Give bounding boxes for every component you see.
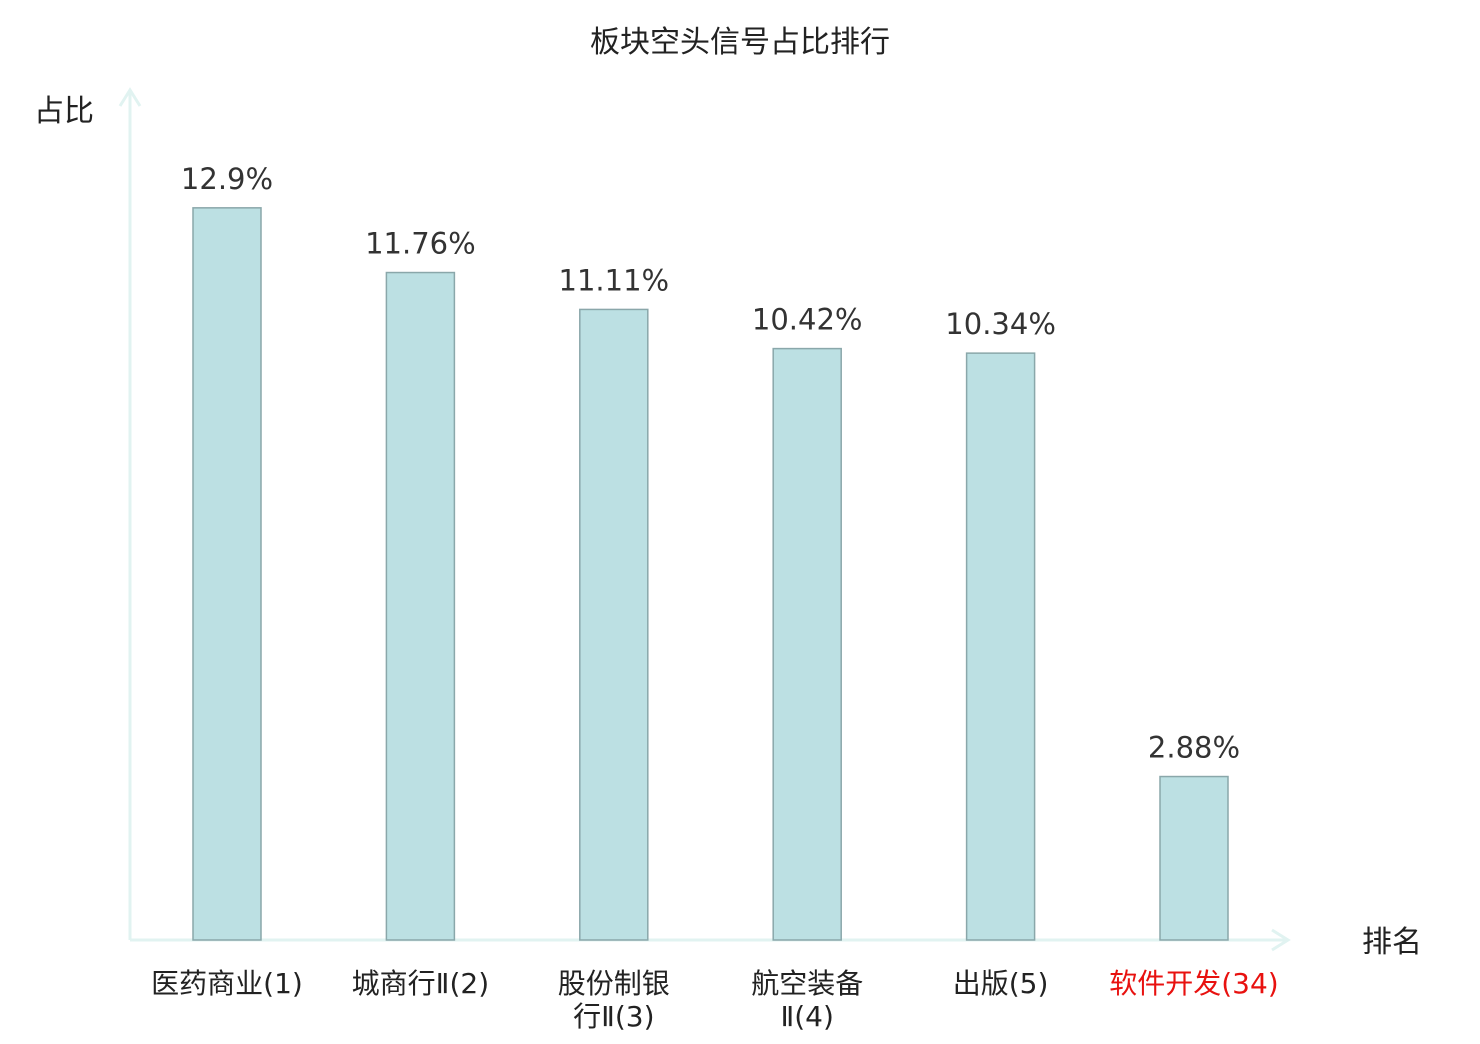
x-tick-label: Ⅱ(4) (780, 1000, 833, 1033)
x-tick-label: 软件开发(34) (1109, 967, 1278, 1000)
x-tick-label: 出版(5) (953, 967, 1049, 1000)
data-label: 11.11% (559, 263, 670, 297)
bar (385, 271, 456, 941)
y-axis-label: 占比 (34, 94, 94, 129)
data-label: 12.9% (181, 162, 273, 196)
bar (579, 308, 649, 941)
bar (1159, 775, 1229, 941)
data-label: 11.76% (365, 227, 476, 261)
data-label: 2.88% (1148, 731, 1240, 765)
value-labels: 12.9% 11.76% 11.11% 10.42% 10.34% 2.88% (181, 162, 1240, 765)
x-tick-label: 航空装备 (751, 967, 863, 1000)
x-axis-label: 排名 (1362, 925, 1422, 960)
x-tick-label: 城商行Ⅱ(2) (352, 967, 489, 1000)
y-axis-arrow (118, 87, 142, 107)
bar (192, 207, 262, 941)
data-label: 10.34% (945, 307, 1056, 341)
bars (192, 207, 1229, 941)
x-axis-arrow (1271, 928, 1291, 952)
bar (965, 352, 1036, 941)
chart-title: 板块空头信号占比排行 (590, 25, 890, 60)
x-tick-label: 医药商业(1) (151, 967, 303, 1000)
axes (118, 87, 1291, 952)
x-tick-label: 股份制银 (558, 967, 670, 1000)
data-label: 10.42% (752, 303, 863, 337)
bar (772, 347, 842, 941)
x-tick-label: 行Ⅱ(3) (573, 1000, 654, 1033)
